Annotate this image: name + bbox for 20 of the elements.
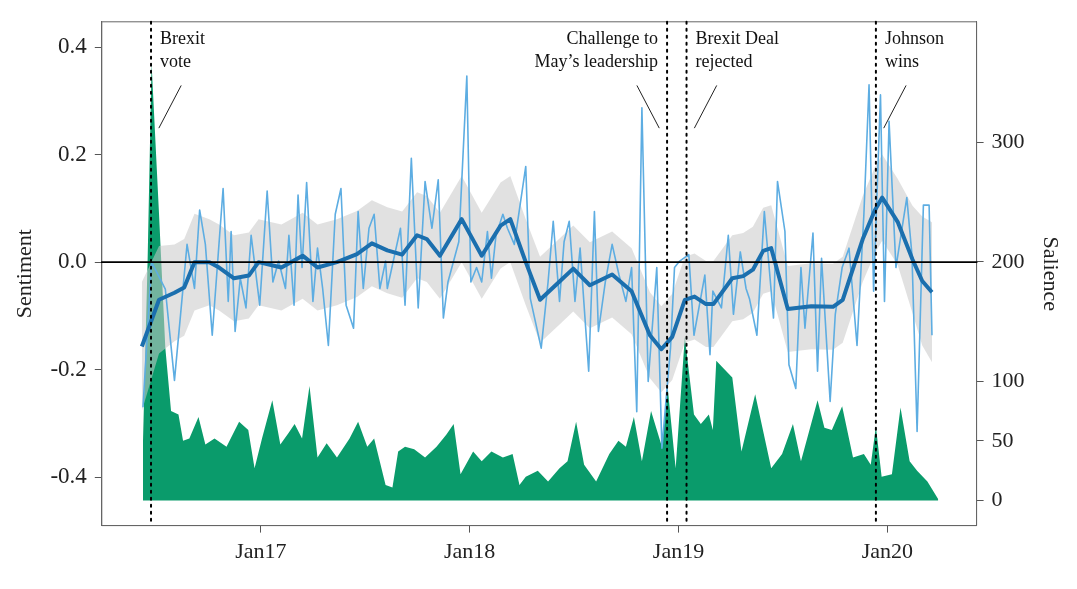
y-tick-label: 0.0 bbox=[58, 248, 87, 274]
y2-tick-label: 300 bbox=[991, 128, 1025, 154]
ref-line-label: Brexit vote bbox=[160, 27, 206, 71]
x-tick-label: Jan19 bbox=[652, 537, 705, 563]
y-tick-label: -0.2 bbox=[50, 355, 87, 381]
y2-tick-label: 50 bbox=[991, 426, 1014, 452]
x-tick-label: Jan20 bbox=[861, 537, 914, 563]
y2-tick-label: 100 bbox=[991, 366, 1025, 392]
x-tick-label: Jan17 bbox=[235, 537, 287, 563]
ref-line-label: Challenge to May’s leadership bbox=[534, 27, 659, 71]
ref-line-label: Brexit Deal rejected bbox=[695, 27, 780, 71]
y2-tick-label: 0 bbox=[991, 486, 1003, 512]
y-tick-label: -0.4 bbox=[50, 463, 88, 489]
y-tick-label: 0.2 bbox=[58, 140, 87, 166]
y-tick-label: 0.4 bbox=[58, 33, 88, 59]
ref-line-label: Johnson wins bbox=[884, 27, 944, 71]
y2-axis-title: Salience bbox=[1039, 236, 1065, 311]
y-axis-title: Sentiment bbox=[10, 229, 36, 319]
x-tick-label: Jan18 bbox=[444, 537, 496, 563]
y2-tick-label: 200 bbox=[991, 247, 1025, 273]
